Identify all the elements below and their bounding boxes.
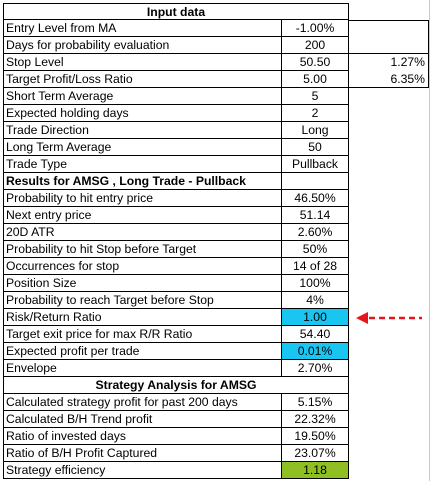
- strategy-value-cell[interactable]: 22.32%: [281, 411, 349, 428]
- input-value-cell[interactable]: -1.00%: [281, 20, 349, 37]
- grid-line: [429, 0, 430, 481]
- results-row: Next entry price 51.14: [0, 207, 432, 224]
- results-label-cell[interactable]: Probability to hit entry price: [3, 190, 281, 207]
- strategy-value-cell[interactable]: 1.18: [281, 462, 349, 479]
- results-label-cell[interactable]: Probability to hit Stop before Target: [3, 241, 281, 258]
- strategy-header[interactable]: Strategy Analysis for AMSG: [3, 377, 349, 394]
- input-value-cell[interactable]: Pullback: [281, 156, 349, 173]
- strategy-label-cell[interactable]: Strategy efficiency: [3, 462, 281, 479]
- input-row: Days for probability evaluation 200: [0, 37, 432, 54]
- input-value-cell[interactable]: 5: [281, 88, 349, 105]
- input-value-cell[interactable]: 50: [281, 139, 349, 156]
- results-value-cell[interactable]: 0.01%: [281, 343, 349, 360]
- results-header[interactable]: Results for AMSG , Long Trade - Pullback: [3, 173, 281, 190]
- results-value-cell[interactable]: 2.60%: [281, 224, 349, 241]
- input-row: Expected holding days 2: [0, 105, 432, 122]
- results-label-cell[interactable]: Envelope: [3, 360, 281, 377]
- results-row: Risk/Return Ratio 1.00: [0, 309, 432, 326]
- input-row: Long Term Average 50: [0, 139, 432, 156]
- results-label-cell[interactable]: Next entry price: [3, 207, 281, 224]
- results-label-cell[interactable]: Position Size: [3, 275, 281, 292]
- strategy-label-cell[interactable]: Calculated strategy profit for past 200 …: [3, 394, 281, 411]
- strategy-value-cell[interactable]: 19.50%: [281, 428, 349, 445]
- results-value-cell[interactable]: 50%: [281, 241, 349, 258]
- results-row: Target exit price for max R/R Ratio 54.40: [0, 326, 432, 343]
- input-value-cell[interactable]: 2: [281, 105, 349, 122]
- results-row: Probability to hit entry price 46.50%: [0, 190, 432, 207]
- input-row: Trade Direction Long: [0, 122, 432, 139]
- results-label-cell[interactable]: Expected profit per trade: [3, 343, 281, 360]
- input-label-cell[interactable]: Days for probability evaluation: [3, 37, 281, 54]
- input-extra-cell[interactable]: 1.27%: [349, 54, 429, 71]
- results-value-cell[interactable]: 4%: [281, 292, 349, 309]
- results-value-cell[interactable]: 2.70%: [281, 360, 349, 377]
- results-row: Probability to reach Target before Stop 4…: [0, 292, 432, 309]
- results-value-cell[interactable]: 51.14: [281, 207, 349, 224]
- strategy-label-cell[interactable]: Ratio of invested days: [3, 428, 281, 445]
- input-label-cell[interactable]: Expected holding days: [3, 105, 281, 122]
- red-dashed-left-arrow-icon: [356, 312, 422, 324]
- strategy-row: Strategy efficiency 1.18: [0, 462, 432, 479]
- results-label-cell[interactable]: Occurrences for stop: [3, 258, 281, 275]
- input-label-cell[interactable]: Entry Level from MA: [3, 20, 281, 37]
- input-label-cell[interactable]: Short Term Average: [3, 88, 281, 105]
- input-value-cell[interactable]: Long: [281, 122, 349, 139]
- results-row: 20D ATR 2.60%: [0, 224, 432, 241]
- results-label-cell[interactable]: Probability to reach Target before Stop: [3, 292, 281, 309]
- results-row: Position Size 100%: [0, 275, 432, 292]
- results-header-row: Results for AMSG , Long Trade - Pullback: [0, 173, 432, 190]
- results-value-cell[interactable]: 54.40: [281, 326, 349, 343]
- strategy-label-cell[interactable]: Calculated B/H Trend profit: [3, 411, 281, 428]
- input-header-row: Input data: [0, 3, 432, 20]
- input-row: Stop Level 50.50 1.27%: [0, 54, 432, 71]
- strategy-row: Calculated B/H Trend profit 22.32%: [0, 411, 432, 428]
- results-row: Occurrences for stop 14 of 28: [0, 258, 432, 275]
- input-value-cell[interactable]: 200: [281, 37, 349, 54]
- results-row: Expected profit per trade 0.01%: [0, 343, 432, 360]
- strategy-header-row: Strategy Analysis for AMSG: [0, 377, 432, 394]
- results-value-cell[interactable]: 1.00: [281, 309, 349, 326]
- results-label-cell[interactable]: 20D ATR: [3, 224, 281, 241]
- input-value-cell[interactable]: 5.00: [281, 71, 349, 88]
- results-label-cell[interactable]: Target exit price for max R/R Ratio: [3, 326, 281, 343]
- input-label-cell[interactable]: Long Term Average: [3, 139, 281, 156]
- strategy-row: Ratio of invested days 19.50%: [0, 428, 432, 445]
- input-row: Target Profit/Loss Ratio 5.00 6.35%: [0, 71, 432, 88]
- results-row: Envelope 2.70%: [0, 360, 432, 377]
- strategy-row: Ratio of B/H Profit Captured 23.07%: [0, 445, 432, 462]
- input-label-cell[interactable]: Target Profit/Loss Ratio: [3, 71, 281, 88]
- input-extra-cell[interactable]: [349, 20, 429, 37]
- input-header[interactable]: Input data: [3, 3, 349, 20]
- results-header-value-cell[interactable]: [281, 173, 349, 190]
- strategy-value-cell[interactable]: 23.07%: [281, 445, 349, 462]
- input-row: Trade Type Pullback: [0, 156, 432, 173]
- results-value-cell[interactable]: 100%: [281, 275, 349, 292]
- input-extra-cell[interactable]: [349, 37, 429, 54]
- results-row: Probability to hit Stop before Target 50%: [0, 241, 432, 258]
- input-value-cell[interactable]: 50.50: [281, 54, 349, 71]
- strategy-row: Calculated strategy profit for past 200 …: [0, 394, 432, 411]
- results-value-cell[interactable]: 14 of 28: [281, 258, 349, 275]
- input-row: Short Term Average 5: [0, 88, 432, 105]
- strategy-label-cell[interactable]: Ratio of B/H Profit Captured: [3, 445, 281, 462]
- input-label-cell[interactable]: Stop Level: [3, 54, 281, 71]
- results-value-cell[interactable]: 46.50%: [281, 190, 349, 207]
- input-extra-cell[interactable]: 6.35%: [349, 71, 429, 88]
- strategy-value-cell[interactable]: 5.15%: [281, 394, 349, 411]
- input-label-cell[interactable]: Trade Type: [3, 156, 281, 173]
- results-label-cell[interactable]: Risk/Return Ratio: [3, 309, 281, 326]
- input-row: Entry Level from MA -1.00%: [0, 20, 432, 37]
- input-label-cell[interactable]: Trade Direction: [3, 122, 281, 139]
